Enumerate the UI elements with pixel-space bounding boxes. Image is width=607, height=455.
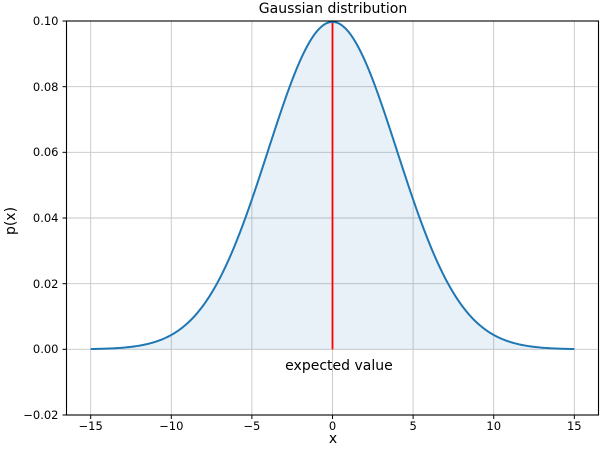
x-tick-label: −10 bbox=[159, 419, 184, 433]
y-tick-label: 0.06 bbox=[32, 145, 59, 160]
y-tick-label: 0.00 bbox=[32, 342, 59, 357]
y-tick-label: 0.02 bbox=[32, 276, 59, 291]
x-axis-label: x bbox=[328, 431, 338, 447]
x-tick-label: 15 bbox=[566, 419, 582, 433]
x-tick-label: 5 bbox=[409, 419, 417, 433]
expected-value-annotation: expected value bbox=[285, 357, 393, 374]
x-tick-label: −5 bbox=[243, 419, 261, 433]
x-tick-label: 10 bbox=[486, 419, 502, 433]
y-tick-label: −0.02 bbox=[23, 408, 59, 422]
y-tick-label: 0.08 bbox=[32, 79, 59, 94]
chart-title: Gaussian distribution bbox=[258, 1, 408, 17]
y-tick-label: 0.04 bbox=[32, 211, 59, 225]
y-tick-label: 0.10 bbox=[32, 14, 59, 28]
x-tick-label: 0 bbox=[328, 419, 337, 433]
y-axis-label: p(x) bbox=[3, 206, 19, 236]
x-tick-label: −15 bbox=[78, 419, 103, 433]
